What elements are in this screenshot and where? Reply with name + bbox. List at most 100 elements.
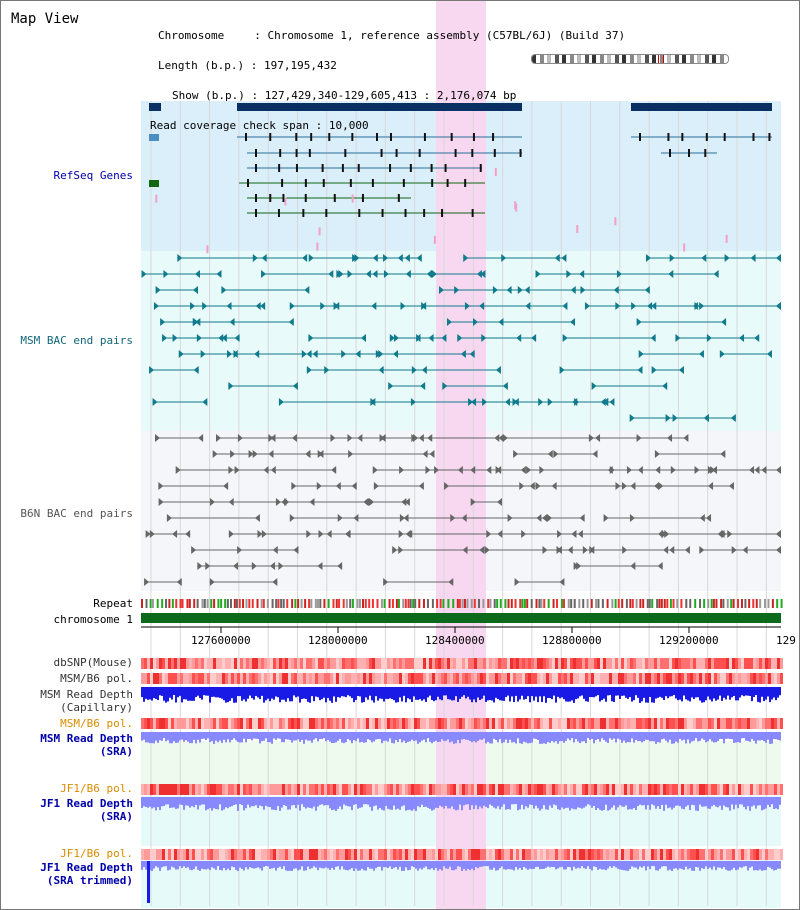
depth-bar-capillary (685, 687, 687, 700)
repeat-mark (426, 599, 429, 608)
jf1-b6-pol-label-2[interactable]: JF1/B6 pol. (60, 847, 133, 860)
msm-bac-pair-end (320, 302, 326, 310)
heat-cell (189, 784, 192, 795)
depth-bar-msm-sra (205, 732, 207, 741)
depth-bar-msm-sra (181, 732, 183, 740)
msm-bac-pair-end (651, 366, 657, 374)
depth-bar-msm-sra (721, 732, 723, 740)
heat-cell (288, 673, 291, 684)
gene-exon (519, 149, 522, 157)
heat-cell (750, 658, 753, 669)
depth-bar-msm-sra (265, 732, 267, 739)
repeat-mark (213, 599, 216, 608)
depth-bar-jf1-sra (385, 797, 387, 806)
b6n-bac-pair-end (603, 514, 609, 522)
depth-bar-capillary (643, 687, 645, 698)
heat-cell (624, 718, 627, 729)
msm-depth-capillary-label[interactable]: MSM Read Depth (Capillary) (40, 688, 133, 714)
depth-bar-jf1-trimmed (291, 861, 293, 871)
repeat-mark (402, 599, 405, 608)
depth-bar-jf1-sra (179, 797, 181, 805)
dbsnp-label[interactable]: dbSNP(Mouse) (53, 656, 133, 669)
repeat-mark (552, 599, 555, 608)
repeat-mark (422, 599, 425, 608)
repeat-mark (651, 599, 654, 608)
depth-bar-msm-sra (777, 732, 779, 740)
heat-cell (324, 718, 327, 729)
heat-cell (489, 673, 492, 684)
heat-cell (561, 849, 564, 860)
ideogram-position-marker[interactable] (658, 55, 664, 63)
b6n-bac-pair-end (149, 530, 155, 538)
heat-cell (771, 784, 774, 795)
heat-cell (264, 673, 267, 684)
depth-bar-jf1-trimmed (217, 861, 219, 867)
jf1-depth-trimmed-label[interactable]: JF1 Read Depth (SRA trimmed) (40, 861, 133, 887)
heat-cell (516, 673, 519, 684)
depth-bar-capillary (403, 687, 405, 696)
heat-cell (480, 718, 483, 729)
depth-bar-jf1-trimmed (399, 861, 401, 867)
b6n-bac-pair-end (664, 530, 670, 538)
heat-cell (570, 658, 573, 669)
depth-bar-jf1-trimmed (245, 861, 247, 868)
heat-cell (534, 718, 537, 729)
depth-bar-jf1-trimmed (747, 861, 749, 871)
heat-cell (393, 849, 396, 860)
heat-cell (183, 658, 186, 669)
heat-cell (510, 718, 513, 729)
depth-bar-jf1-trimmed (191, 861, 193, 871)
heat-cell (717, 673, 720, 684)
depth-bar-jf1-sra (669, 797, 671, 808)
depth-bar-jf1-trimmed (613, 861, 615, 867)
b6n-bac-pair-end (254, 514, 260, 522)
msm-b6-pol-label-2[interactable]: MSM/B6 pol. (60, 717, 133, 730)
msm-b6-pol-label-1[interactable]: MSM/B6 pol. (60, 672, 133, 685)
depth-bar-jf1-trimmed (265, 861, 267, 867)
depth-bar-jf1-trimmed (555, 861, 557, 870)
msm-depth-sra-label[interactable]: MSM Read Depth (SRA) (40, 732, 133, 758)
depth-bar-capillary (151, 687, 153, 701)
depth-bar-msm-sra (549, 732, 551, 743)
heat-cell (378, 673, 381, 684)
heat-cell (495, 718, 498, 729)
b6n-bac-pair-end (547, 450, 553, 458)
msm-bac-pair-end (644, 286, 650, 294)
depth-bar-jf1-trimmed (419, 861, 421, 869)
heat-cell (576, 673, 579, 684)
depth-bar-msm-sra (701, 732, 703, 739)
heat-cell (150, 849, 153, 860)
depth-bar-jf1-trimmed (403, 861, 405, 871)
repeat-mark (699, 599, 702, 608)
heat-cell (318, 718, 321, 729)
depth-bar-msm-sra (561, 732, 563, 742)
chromosome-ideogram[interactable] (531, 54, 729, 64)
heat-cell (693, 718, 696, 729)
b6n-bac-label[interactable]: B6N BAC end pairs (20, 507, 133, 520)
depth-bar-jf1-trimmed (395, 861, 397, 867)
heat-cell (546, 658, 549, 669)
heat-cell (639, 658, 642, 669)
heat-cell (276, 718, 279, 729)
jf1-depth-sra-label[interactable]: JF1 Read Depth (SRA) (40, 797, 133, 823)
heat-cell (441, 784, 444, 795)
msm-bac-label[interactable]: MSM BAC end pairs (20, 334, 133, 347)
depth-bar-msm-sra (189, 732, 191, 744)
heat-cell (708, 673, 711, 684)
depth-bar-jf1-sra (531, 797, 533, 805)
heat-cell (243, 718, 246, 729)
jf1-b6-pol-label-1[interactable]: JF1/B6 pol. (60, 782, 133, 795)
heat-cell (189, 718, 192, 729)
depth-bar-jf1-sra (499, 797, 501, 810)
depth-bar-msm-sra (479, 732, 481, 740)
depth-bar-jf1-trimmed (597, 861, 599, 870)
depth-bar-jf1-sra (673, 797, 675, 808)
repeat-mark (431, 599, 434, 608)
refseq-genes-label[interactable]: RefSeq Genes (53, 169, 133, 182)
snp-marker (725, 234, 728, 243)
span-label: Read coverage check span (150, 119, 309, 132)
heat-cell (609, 658, 612, 669)
msm-bac-pair-end (308, 334, 314, 342)
heat-cell (453, 849, 456, 860)
